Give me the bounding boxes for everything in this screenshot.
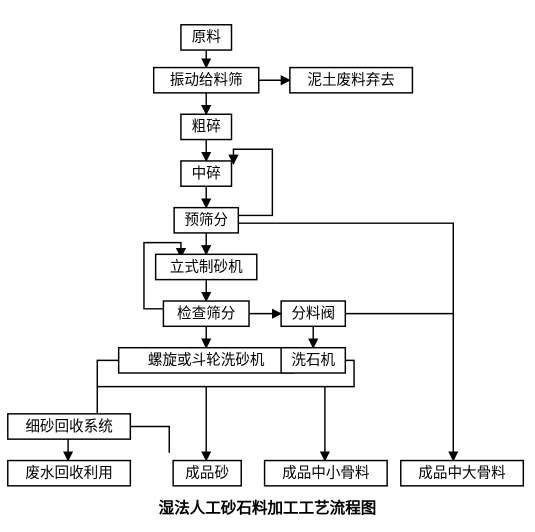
node-n11: 洗石机 bbox=[281, 348, 345, 373]
node-label: 洗石机 bbox=[291, 352, 335, 369]
node-label: 成品中大骨料 bbox=[418, 465, 506, 482]
edge bbox=[130, 427, 169, 453]
node-label: 原料 bbox=[192, 29, 222, 46]
node-n12: 细砂回收系统 bbox=[8, 414, 131, 439]
node-label: 粗碎 bbox=[192, 118, 221, 135]
node-n15: 成品中小骨料 bbox=[265, 461, 388, 486]
node-n5: 中碎 bbox=[181, 161, 232, 186]
node-n7: 立式制砂机 bbox=[156, 254, 257, 279]
caption: 湿法人工砂石料加工工艺流程图 bbox=[158, 498, 377, 517]
node-label: 成品中小骨料 bbox=[282, 465, 370, 482]
node-n10: 螺旋或斗轮洗砂机 bbox=[119, 348, 294, 373]
edge bbox=[233, 149, 272, 215]
node-n9: 分料阀 bbox=[281, 301, 345, 326]
node-n1: 原料 bbox=[181, 25, 232, 50]
edge bbox=[238, 223, 453, 460]
node-label: 废水回收利用 bbox=[25, 465, 112, 482]
node-label: 立式制砂机 bbox=[170, 258, 243, 275]
node-n2: 振动给料筛 bbox=[154, 68, 259, 93]
node-label: 泥土废料弃去 bbox=[307, 72, 394, 89]
node-n3: 泥土废料弃去 bbox=[290, 68, 413, 93]
node-label: 分料阀 bbox=[291, 305, 335, 322]
node-label: 成品砂 bbox=[185, 465, 229, 482]
node-n8: 检查筛分 bbox=[163, 301, 249, 326]
node-label: 振动给料筛 bbox=[170, 72, 243, 89]
node-label: 细砂回收系统 bbox=[25, 418, 112, 435]
node-label: 检查筛分 bbox=[177, 305, 235, 322]
node-n14: 成品砂 bbox=[173, 461, 241, 486]
node-label: 螺旋或斗轮洗砂机 bbox=[148, 352, 265, 369]
node-label: 中碎 bbox=[192, 165, 221, 182]
node-label: 预筛分 bbox=[184, 212, 228, 229]
flowchart-canvas: 原料振动给料筛 泥土废料弃去粗碎中碎预筛分立式制砂机检查筛分 分料阀螺旋或斗轮洗砂机… bbox=[0, 0, 535, 532]
node-n4: 粗碎 bbox=[181, 114, 232, 139]
node-n16: 成品中大骨料 bbox=[401, 461, 524, 486]
node-n13: 废水回收利用 bbox=[8, 461, 131, 486]
node-n6: 预筛分 bbox=[174, 208, 238, 233]
